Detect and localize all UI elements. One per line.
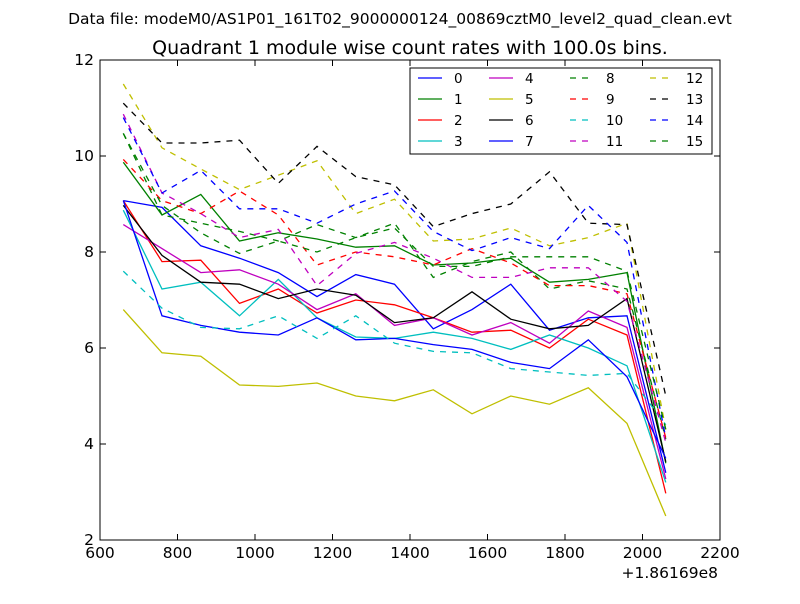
x-tick-label: 1200 bbox=[313, 544, 352, 562]
tick-labels: 600 800 1000 1200 1400 1600 1800 2000 2200246810… bbox=[74, 51, 739, 562]
legend-label-12: 12 bbox=[686, 71, 703, 87]
y-tick-label: 10 bbox=[74, 147, 94, 165]
data-file-suptitle: Data file: modeM0/AS1P01_161T02_90000001… bbox=[68, 10, 732, 29]
series-line-10 bbox=[122, 270, 667, 426]
y-tick-label: 4 bbox=[84, 435, 94, 453]
series-line-6 bbox=[122, 205, 667, 462]
legend-label-1: 1 bbox=[454, 92, 463, 108]
series-line-13 bbox=[122, 102, 667, 397]
y-tick-label: 2 bbox=[84, 531, 94, 549]
series-line-9 bbox=[122, 158, 667, 438]
series-line-5 bbox=[122, 309, 667, 517]
series-line-4 bbox=[122, 224, 667, 480]
x-tick-label: 600 bbox=[85, 544, 115, 562]
legend-label-11: 11 bbox=[606, 134, 623, 150]
y-tick-label: 8 bbox=[84, 243, 94, 261]
series-line-12 bbox=[122, 83, 667, 430]
x-tick-label: 1000 bbox=[235, 544, 274, 562]
y-tick-label: 12 bbox=[74, 51, 94, 69]
x-tick-label: 2200 bbox=[700, 544, 739, 562]
legend-label-8: 8 bbox=[606, 71, 615, 87]
x-tick-label: 1800 bbox=[545, 544, 584, 562]
series-line-1 bbox=[122, 161, 667, 464]
x-tick-label: 1400 bbox=[390, 544, 429, 562]
legend-label-13: 13 bbox=[686, 92, 703, 108]
legend-label-5: 5 bbox=[525, 92, 534, 108]
legend-label-15: 15 bbox=[686, 134, 703, 150]
series-line-2 bbox=[122, 200, 667, 494]
legend-label-0: 0 bbox=[454, 71, 463, 87]
x-tick-label: 800 bbox=[163, 544, 193, 562]
legend-label-3: 3 bbox=[454, 134, 463, 150]
legend-label-2: 2 bbox=[454, 113, 463, 129]
x-axis-offset-label: +1.86169e8 bbox=[622, 564, 718, 582]
series-line-11 bbox=[122, 113, 667, 443]
chart-title: Quadrant 1 module wise count rates with … bbox=[152, 37, 668, 59]
y-tick-label: 6 bbox=[84, 339, 94, 357]
x-tick-label: 2000 bbox=[623, 544, 662, 562]
legend-box bbox=[409, 67, 713, 155]
legend-label-9: 9 bbox=[606, 92, 615, 108]
legend-label-6: 6 bbox=[525, 113, 534, 129]
legend-label-7: 7 bbox=[525, 134, 534, 150]
legend-label-14: 14 bbox=[686, 113, 703, 129]
legend-label-4: 4 bbox=[525, 71, 534, 87]
series-line-14 bbox=[122, 117, 667, 438]
series-lines bbox=[122, 83, 667, 517]
series-line-15 bbox=[122, 133, 667, 430]
legend-label-10: 10 bbox=[606, 113, 623, 129]
axis-ticks bbox=[99, 59, 721, 541]
x-tick-label: 1600 bbox=[468, 544, 507, 562]
